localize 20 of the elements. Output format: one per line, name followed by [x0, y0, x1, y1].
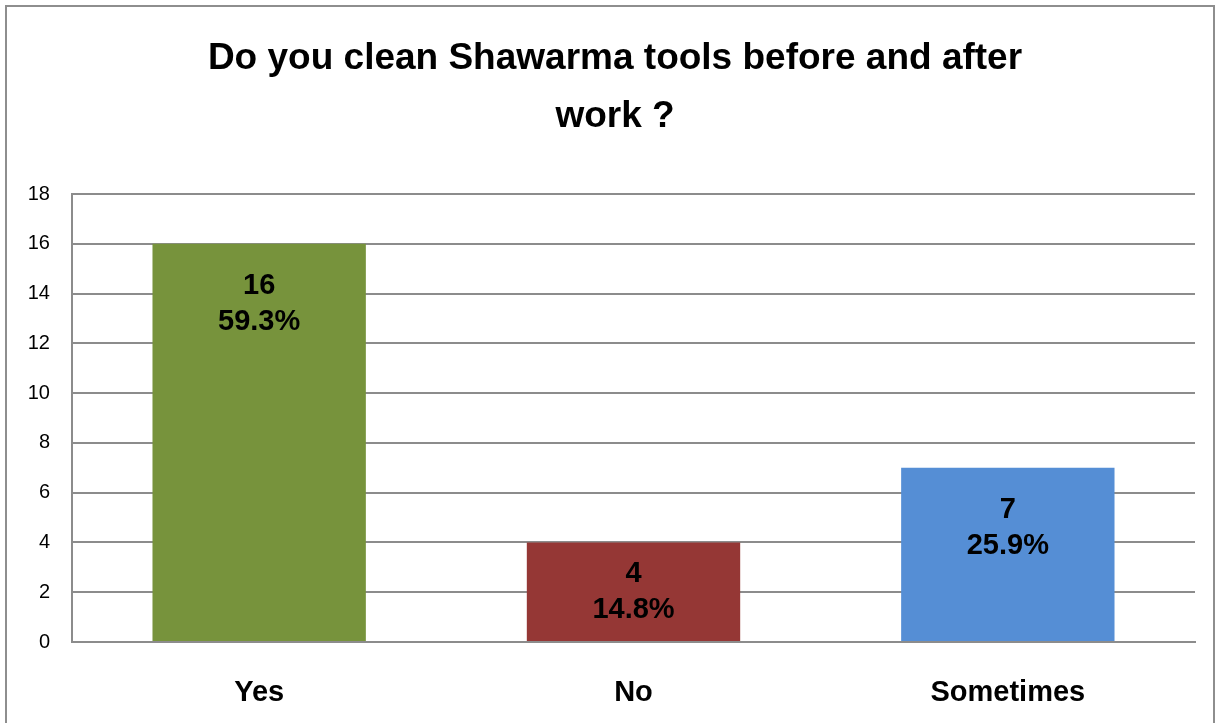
- bar: [901, 467, 1115, 641]
- y-tick-label: 4: [38, 529, 50, 552]
- y-tick-label: 14: [27, 281, 50, 304]
- y-tick-label: 2: [38, 579, 50, 602]
- y-tick-label: 8: [38, 430, 50, 453]
- data-label: 7 25.9%: [966, 491, 1050, 560]
- bar: [526, 542, 741, 641]
- y-tick-label: 18: [27, 181, 50, 204]
- x-tick-label: No: [614, 675, 653, 708]
- chart-title: Do you clean Shawarma tools before and after work ?: [206, 35, 1024, 137]
- y-tick-label: 16: [27, 231, 50, 254]
- data-label: 16 59.3%: [218, 267, 301, 336]
- x-tick-label: Yes: [234, 675, 285, 708]
- y-tick-label: 0: [38, 629, 50, 652]
- data-label: 4 14.8%: [592, 555, 675, 624]
- bar: [152, 243, 366, 641]
- x-tick-label: Sometimes: [930, 675, 1086, 708]
- y-tick-label: 12: [27, 330, 50, 353]
- y-tick-label: 6: [38, 480, 50, 503]
- y-tick-label: 10: [27, 380, 50, 403]
